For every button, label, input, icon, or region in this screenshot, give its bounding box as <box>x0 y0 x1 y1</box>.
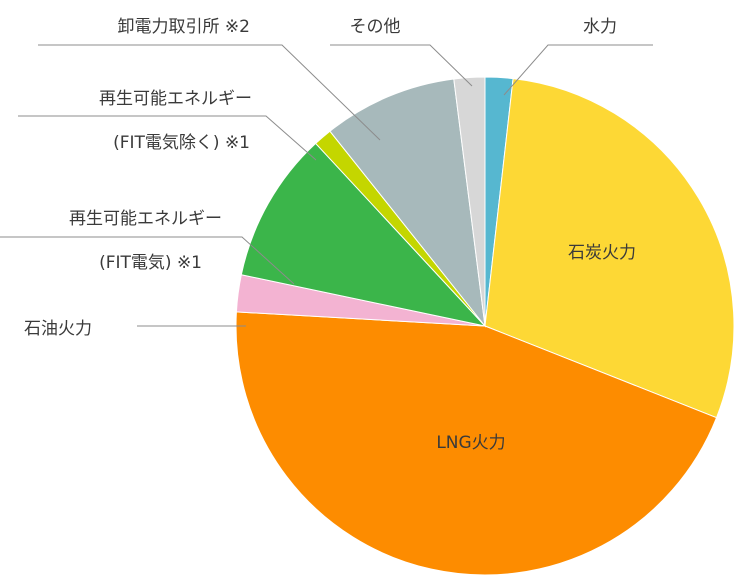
label-coal: 石炭火力 <box>568 243 636 263</box>
label-lng: LNG火力 <box>436 433 505 453</box>
label-renewable-fit-line2: (FIT電気) ※1 <box>99 253 202 273</box>
label-renewable-fit-line1: 再生可能エネルギー <box>69 209 222 229</box>
pie-slice-other <box>453 76 486 327</box>
label-renewable-non-fit-line1: 再生可能エネルギー <box>99 89 252 109</box>
leader-lines <box>0 44 653 327</box>
pie-slice-renewable-fit <box>240 142 487 327</box>
label-hydro: 水力 <box>583 17 617 37</box>
slice-labels: 水力 石炭火力 LNG火力 石油火力 再生可能エネルギー (FIT電気) ※1 … <box>24 17 636 453</box>
pie-slice-lng <box>235 311 718 576</box>
leader-line-hydro <box>503 44 653 96</box>
label-renewable-non-fit-line2: (FIT電気除く) ※1 <box>113 133 250 153</box>
leader-line-renewable-non-fit <box>18 115 317 161</box>
label-other: その他 <box>350 17 401 37</box>
pie-slice-coal <box>484 78 735 419</box>
leader-line-other <box>330 44 473 87</box>
label-exchange: 卸電力取引所 ※2 <box>118 17 250 37</box>
label-oil: 石油火力 <box>24 319 92 339</box>
leader-line-exchange <box>38 44 381 141</box>
pie-slices <box>235 76 735 576</box>
pie-slice-exchange <box>329 78 486 328</box>
leader-line-renewable-fit <box>0 236 295 285</box>
